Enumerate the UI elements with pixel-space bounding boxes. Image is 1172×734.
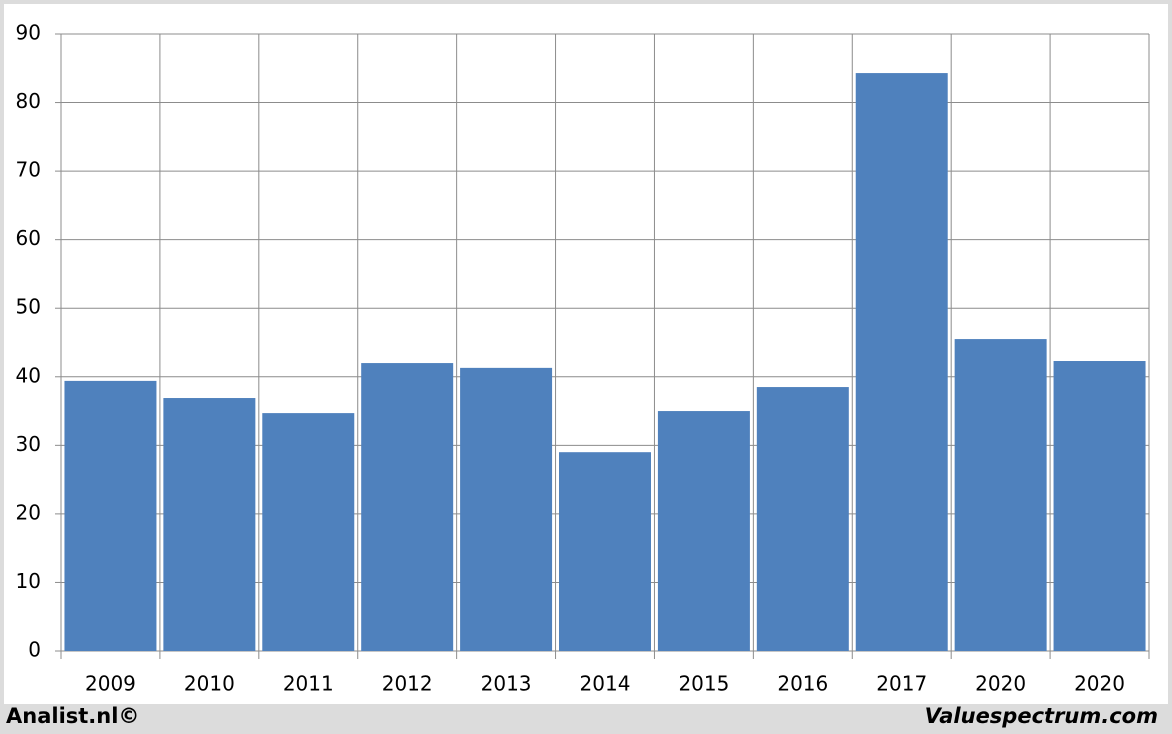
x-tick-label: 2017 — [876, 672, 927, 696]
y-tick-label: 10 — [16, 569, 41, 593]
x-tick-label: 2015 — [678, 672, 729, 696]
y-tick-label: 80 — [16, 89, 41, 113]
bar — [855, 73, 948, 652]
source-right: Valuespectrum.com — [925, 704, 1158, 728]
x-tick-label: 2009 — [85, 672, 136, 696]
x-tick-label: 2010 — [184, 672, 235, 696]
bar — [163, 398, 256, 651]
y-tick-label: 0 — [28, 638, 41, 662]
bar — [1053, 361, 1146, 651]
x-tick-label: 2011 — [283, 672, 334, 696]
bar — [657, 411, 750, 651]
bar — [460, 367, 553, 651]
y-tick-label: 60 — [16, 226, 41, 250]
y-tick-label: 50 — [16, 295, 41, 319]
x-tick-label: 2020 — [1074, 672, 1125, 696]
bar — [64, 380, 157, 651]
x-tick-label: 2013 — [481, 672, 532, 696]
y-tick-label: 40 — [16, 363, 41, 387]
bar — [262, 413, 355, 651]
y-tick-label: 90 — [16, 21, 41, 45]
bar — [756, 387, 849, 651]
bar — [954, 339, 1047, 651]
x-tick-label: 2012 — [382, 672, 433, 696]
source-left: Analist.nl© — [6, 704, 139, 728]
x-tick-label: 2016 — [777, 672, 828, 696]
x-tick-label: 2020 — [975, 672, 1026, 696]
y-tick-label: 70 — [16, 158, 41, 182]
bar — [361, 363, 454, 651]
y-tick-label: 30 — [16, 432, 41, 456]
bar — [559, 452, 651, 651]
y-tick-label: 20 — [16, 500, 41, 524]
x-tick-label: 2014 — [580, 672, 631, 696]
